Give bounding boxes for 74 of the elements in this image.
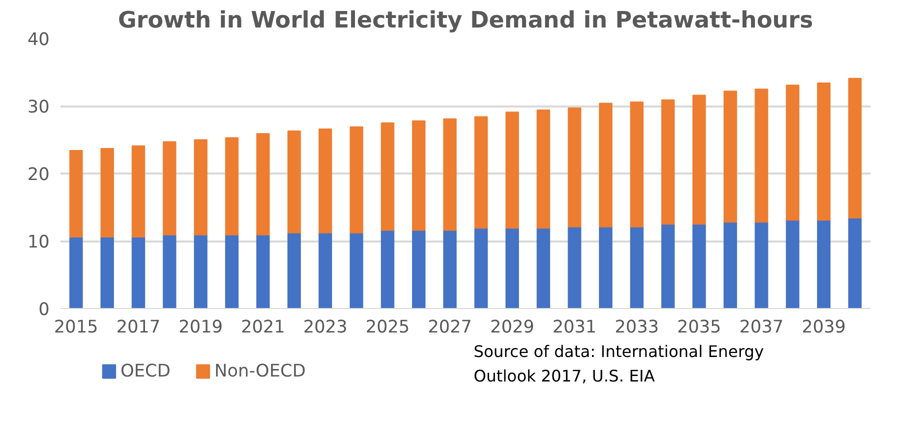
bar	[225, 234, 239, 308]
x-tick-label: 2033	[614, 318, 659, 338]
bar	[69, 236, 83, 308]
bar	[506, 228, 519, 308]
legend-label: OECD	[120, 362, 170, 382]
bar	[350, 232, 364, 308]
x-tick-label: 2037	[739, 318, 784, 338]
chart-title: Growth in World Electricity Demand in Petawatt-hours	[118, 8, 814, 34]
y-tick-label: 40	[27, 30, 50, 50]
bar	[69, 150, 83, 238]
bar	[817, 82, 830, 221]
x-tick-label: 2027	[428, 318, 472, 338]
bar	[100, 236, 114, 308]
x-tick-label: 2039	[802, 318, 846, 338]
bar	[661, 99, 675, 225]
x-tick-label: 2035	[677, 318, 722, 338]
bar	[443, 118, 457, 231]
bar	[100, 148, 114, 238]
bar	[630, 226, 644, 308]
y-tick-label: 30	[27, 98, 50, 118]
y-tick-label: 0	[38, 300, 50, 320]
x-tick-label: 2029	[490, 318, 534, 338]
bar	[350, 126, 364, 234]
bar	[568, 226, 582, 308]
x-tick-label: 2021	[240, 318, 286, 338]
bar	[692, 94, 706, 225]
bar	[287, 232, 301, 308]
bar	[474, 228, 488, 308]
bar	[318, 128, 332, 234]
bar	[536, 110, 550, 229]
x-tick-label: 2017	[116, 318, 160, 338]
bar	[225, 137, 239, 236]
bar	[630, 101, 644, 228]
y-tick-label: 20	[27, 165, 50, 185]
bar	[598, 102, 612, 228]
bar	[194, 234, 208, 308]
bar	[162, 141, 176, 236]
x-tick-label: 2031	[552, 318, 597, 338]
bar	[724, 222, 738, 308]
bar	[318, 232, 332, 308]
x-tick-label: 2025	[366, 318, 410, 338]
bar	[256, 234, 270, 308]
bar	[661, 224, 675, 308]
bar	[256, 133, 270, 236]
bar	[132, 145, 146, 238]
bar	[754, 88, 768, 223]
bar	[132, 236, 146, 308]
source-note: Source of data: International Energy Outlook 2017, U.S. EIA	[474, 342, 764, 386]
bar	[848, 78, 862, 219]
bar	[598, 226, 612, 308]
bar	[786, 84, 800, 221]
bar	[194, 139, 208, 236]
bar	[724, 90, 738, 223]
bar	[817, 220, 830, 308]
x-tick-label: 2015	[54, 318, 98, 338]
bar	[287, 130, 301, 234]
y-tick-label: 10	[27, 232, 50, 252]
bar	[443, 230, 457, 308]
bar	[380, 230, 394, 308]
bar	[162, 234, 176, 308]
legend-label: Non-OECD	[214, 362, 306, 382]
bar	[380, 122, 394, 231]
bar	[848, 218, 862, 308]
x-tick-label: 2019	[178, 318, 223, 338]
bar	[506, 112, 519, 229]
bar	[412, 230, 426, 308]
bar	[786, 220, 800, 308]
bar	[754, 222, 768, 308]
x-tick-label: 2023	[303, 318, 348, 338]
bar	[412, 120, 426, 231]
bar	[692, 224, 706, 308]
bar	[474, 116, 488, 229]
bar	[568, 108, 582, 228]
bar	[536, 228, 550, 308]
